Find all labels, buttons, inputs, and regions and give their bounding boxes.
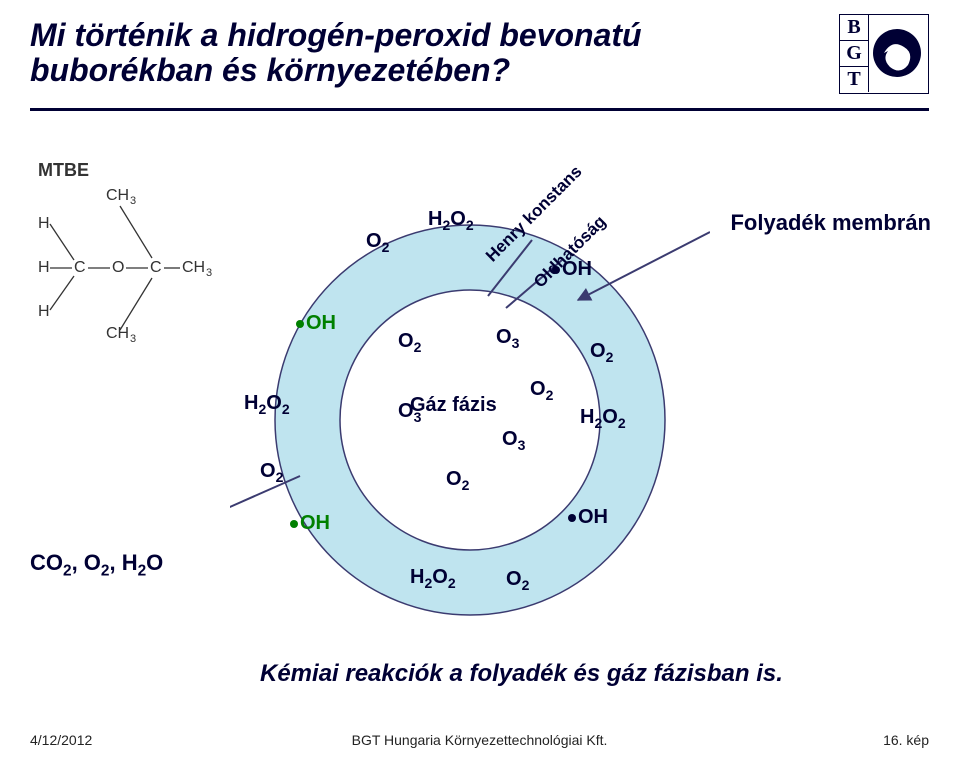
chem-label: O2	[506, 568, 529, 593]
svg-text:3: 3	[130, 195, 136, 207]
diagram-svg	[230, 160, 710, 680]
oh-label: OH	[300, 512, 330, 535]
logo-letter-b: B	[840, 15, 869, 41]
chem-label: H2O2	[580, 406, 626, 431]
logo-letter-g: G	[840, 41, 869, 67]
chem-label: O3	[502, 428, 525, 453]
chem-label: O2	[398, 330, 421, 355]
svg-text:O: O	[112, 259, 124, 276]
co2-products-label: CO2, O2, H2O	[30, 550, 163, 580]
svg-text:H: H	[38, 215, 50, 232]
mtbe-svg: H CH3 H C O C CH3 H CH3	[30, 160, 220, 360]
oh-label: OH	[578, 506, 608, 529]
logo-letter-t: T	[840, 67, 869, 92]
membrane-label: Folyadék membrán	[730, 210, 931, 236]
mtbe-label: MTBE	[38, 160, 89, 181]
footer-page: 16. kép	[883, 732, 929, 748]
svg-text:H: H	[38, 303, 50, 320]
radical-dot	[290, 520, 298, 528]
chem-label: O2	[530, 378, 553, 403]
svg-text:CH: CH	[106, 187, 129, 204]
title-line-1: Mi történik a hidrogén-peroxid bevonatú	[30, 17, 642, 53]
chem-label: O2	[590, 340, 613, 365]
slide: Mi történik a hidrogén-peroxid bevonatú …	[0, 0, 959, 762]
mtbe-structure: MTBE H CH3 H C O C CH3 H CH3	[30, 160, 210, 360]
gas-phase-label: Gáz fázis	[410, 394, 497, 417]
svg-text:3: 3	[206, 267, 212, 279]
bubble-diagram: Henry konstans Oldhatóság Gáz fázis O3O2…	[230, 160, 710, 640]
chem-label: O3	[496, 326, 519, 351]
chem-label: H2O2	[244, 392, 290, 417]
svg-text:H: H	[38, 259, 50, 276]
chem-label: H2O2	[428, 208, 474, 233]
svg-text:C: C	[74, 259, 86, 276]
logo-swirl-icon	[870, 17, 924, 89]
title-underline	[30, 108, 929, 111]
svg-text:3: 3	[130, 333, 136, 345]
chem-label: O2	[366, 230, 389, 255]
svg-text:CH: CH	[106, 325, 129, 342]
radical-dot	[296, 320, 304, 328]
slide-title: Mi történik a hidrogén-peroxid bevonatú …	[30, 18, 642, 88]
chem-label: O2	[446, 468, 469, 493]
chem-label: O3	[398, 400, 421, 425]
title-line-2: buborékban és környezetében?	[30, 52, 510, 88]
oh-label: OH	[306, 312, 336, 335]
chem-label: H2O2	[410, 566, 456, 591]
svg-text:C: C	[150, 259, 162, 276]
radical-dot	[568, 514, 576, 522]
footer-center: BGT Hungaria Környezettechnológiai Kft.	[0, 732, 959, 748]
svg-text:CH: CH	[182, 259, 205, 276]
bgt-logo: B G T	[839, 14, 929, 94]
chem-label: O2	[260, 460, 283, 485]
radical-dot	[552, 266, 560, 274]
oh-label: OH	[562, 258, 592, 281]
bottom-caption: Kémiai reakciók a folyadék és gáz fázisb…	[260, 660, 783, 688]
